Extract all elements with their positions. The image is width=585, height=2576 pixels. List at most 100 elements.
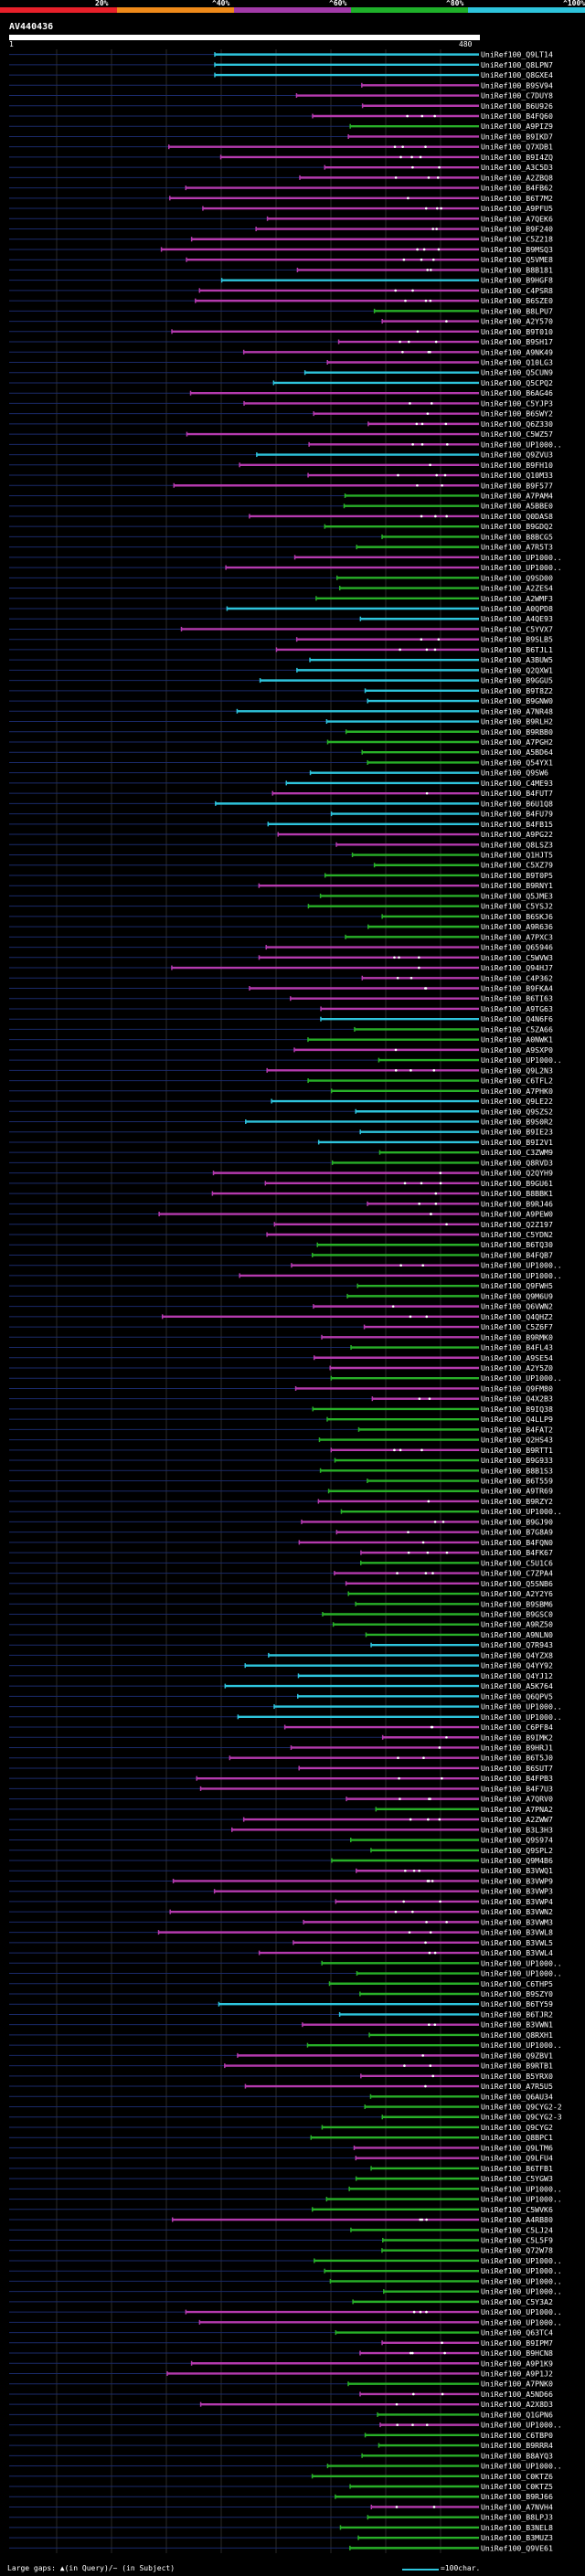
hit-row[interactable]: UniRef100_UP1000..: [9, 1055, 562, 1065]
hit-label[interactable]: UniRef100_A2Y5Z0: [481, 1363, 553, 1373]
hit-row[interactable]: UniRef100_UP1000..: [9, 1373, 562, 1383]
hit-row[interactable]: UniRef100_A2Y5Z0: [9, 1363, 553, 1373]
hit-label[interactable]: UniRef100_Q7XDB1: [481, 143, 553, 152]
hit-row[interactable]: UniRef100_Q2QXW1: [9, 665, 553, 674]
hit-label[interactable]: UniRef100_B6SKJ6: [481, 912, 553, 921]
hit-label[interactable]: UniRef100_Q10M33: [481, 471, 553, 480]
hit-row[interactable]: UniRef100_B6SKJ6: [9, 912, 553, 921]
hit-row[interactable]: UniRef100_Q9CYG2: [9, 2123, 553, 2132]
hit-row[interactable]: UniRef100_C5YGW3: [9, 2174, 553, 2183]
hit-label[interactable]: UniRef100_B5YRX0: [481, 2072, 553, 2081]
hit-label[interactable]: UniRef100_Q4N6F6: [481, 1014, 553, 1023]
hit-label[interactable]: UniRef100_B6T559: [481, 1477, 553, 1486]
hit-row[interactable]: UniRef100_Q7R943: [9, 1640, 553, 1649]
hit-label[interactable]: UniRef100_C5ZA66: [481, 1024, 553, 1034]
hit-label[interactable]: UniRef100_Q9M4B6: [481, 1856, 553, 1865]
hit-label[interactable]: UniRef100_Q8RXH1: [481, 2030, 553, 2040]
hit-label[interactable]: UniRef100_Q4YJ12: [481, 1671, 553, 1680]
hit-label[interactable]: UniRef100_C5WVK6: [481, 2205, 553, 2214]
hit-row[interactable]: UniRef100_B3VWL4: [9, 1948, 553, 1957]
hit-row[interactable]: UniRef100_Q8RXH1: [9, 2030, 553, 2040]
hit-label[interactable]: UniRef100_C5YJP3: [481, 398, 553, 408]
hit-label[interactable]: UniRef100_B6TJR2: [481, 2009, 553, 2019]
hit-label[interactable]: UniRef100_Q5SNB6: [481, 1579, 553, 1588]
hit-row[interactable]: UniRef100_B9GGU5: [9, 676, 553, 685]
hit-label[interactable]: UniRef100_B3VWN1: [481, 2020, 553, 2030]
hit-row[interactable]: UniRef100_B9SBM6: [9, 1599, 553, 1608]
hit-row[interactable]: UniRef100_Q9M4B6: [9, 1856, 553, 1865]
hit-label[interactable]: UniRef100_B9I4ZQ: [481, 153, 553, 162]
hit-label[interactable]: UniRef100_B8AYQ3: [481, 2451, 553, 2460]
hit-row[interactable]: UniRef100_Q9ZBV1: [9, 2051, 553, 2060]
hit-label[interactable]: UniRef100_B9IKD7: [481, 132, 553, 141]
hit-label[interactable]: UniRef100_C4P362: [481, 973, 553, 982]
hit-row[interactable]: UniRef100_Q63TC4: [9, 2328, 553, 2337]
hit-label[interactable]: UniRef100_C5LJ24: [481, 2225, 553, 2234]
hit-row[interactable]: UniRef100_B4FQB7: [9, 1250, 553, 1259]
hit-label[interactable]: UniRef100_A9TG63: [481, 1004, 553, 1013]
hit-label[interactable]: UniRef100_Q4YZX8: [481, 1650, 553, 1659]
hit-row[interactable]: UniRef100_A7NVH4: [9, 2502, 553, 2511]
hit-row[interactable]: UniRef100_Q9FWH5: [9, 1281, 553, 1290]
hit-row[interactable]: UniRef100_A9PG22: [9, 830, 553, 839]
hit-label[interactable]: UniRef100_Q63TC4: [481, 2328, 553, 2337]
hit-label[interactable]: UniRef100_A3BUW5: [481, 655, 553, 664]
hit-label[interactable]: UniRef100_A0NWK1: [481, 1035, 553, 1044]
hit-row[interactable]: UniRef100_Q9S974: [9, 1836, 553, 1845]
hit-label[interactable]: UniRef100_C6PF84: [481, 1723, 553, 1732]
hit-row[interactable]: UniRef100_UP1000..: [9, 1507, 562, 1516]
hit-row[interactable]: UniRef100_A5ND66: [9, 2390, 553, 2399]
hit-label[interactable]: UniRef100_C5YVX7: [481, 624, 553, 633]
hit-row[interactable]: UniRef100_A3BUW5: [9, 655, 553, 664]
hit-row[interactable]: UniRef100_A4RB80: [9, 2215, 553, 2224]
hit-label[interactable]: UniRef100_C5XZ79: [481, 861, 553, 870]
hit-label[interactable]: UniRef100_C5WVW3: [481, 953, 553, 962]
hit-row[interactable]: UniRef100_C5Z218: [9, 235, 553, 244]
hit-row[interactable]: UniRef100_Q72W78: [9, 2246, 553, 2255]
hit-label[interactable]: UniRef100_A4QE93: [481, 614, 553, 623]
hit-row[interactable]: UniRef100_A7PHK0: [9, 1087, 553, 1096]
hit-row[interactable]: UniRef100_B4F7U3: [9, 1784, 553, 1793]
hit-label[interactable]: UniRef100_Q9CYG2: [481, 2123, 553, 2132]
hit-label[interactable]: UniRef100_Q4X2B3: [481, 1394, 553, 1404]
hit-label[interactable]: UniRef100_Q8LPN7: [481, 60, 553, 69]
hit-row[interactable]: UniRef100_B4FU79: [9, 810, 553, 819]
hit-label[interactable]: UniRef100_B4F7U3: [481, 1784, 553, 1793]
hit-row[interactable]: UniRef100_Q10LG3: [9, 358, 553, 367]
hit-row[interactable]: UniRef100_Q4YJ12: [9, 1671, 553, 1680]
hit-row[interactable]: UniRef100_B3NEL8: [9, 2523, 553, 2532]
hit-row[interactable]: UniRef100_C6THP5: [9, 1979, 553, 1988]
hit-row[interactable]: UniRef100_B9I4ZQ: [9, 153, 553, 162]
hit-label[interactable]: UniRef100_UP1000..: [481, 1507, 562, 1516]
hit-row[interactable]: UniRef100_B6TY59: [9, 1999, 553, 2009]
hit-label[interactable]: UniRef100_UP1000..: [481, 553, 562, 562]
hit-label[interactable]: UniRef100_C5YSJ2: [481, 902, 553, 911]
hit-label[interactable]: UniRef100_A7PXC3: [481, 932, 553, 941]
hit-label[interactable]: UniRef100_B4FQ60: [481, 111, 553, 121]
hit-row[interactable]: UniRef100_B9HRJ1: [9, 1743, 553, 1752]
hit-row[interactable]: UniRef100_UP1000..: [9, 2256, 562, 2265]
hit-row[interactable]: UniRef100_UP1000..: [9, 2195, 562, 2204]
hit-row[interactable]: UniRef100_B9SV94: [9, 80, 553, 90]
hit-label[interactable]: UniRef100_B8B1S3: [481, 1466, 553, 1475]
hit-row[interactable]: UniRef100_A9RZ50: [9, 1620, 553, 1629]
hit-label[interactable]: UniRef100_Q65946: [481, 943, 553, 952]
hit-label[interactable]: UniRef100_A5BD64: [481, 747, 553, 757]
hit-row[interactable]: UniRef100_B4FQN0: [9, 1538, 553, 1547]
hit-row[interactable]: UniRef100_B8LPJ3: [9, 2513, 553, 2522]
hit-row[interactable]: UniRef100_A4QE93: [9, 614, 553, 623]
hit-label[interactable]: UniRef100_A7NR48: [481, 706, 553, 716]
hit-label[interactable]: UniRef100_B9HGF8: [481, 276, 553, 285]
hit-label[interactable]: UniRef100_A7R5U5: [481, 2082, 553, 2091]
hit-label[interactable]: UniRef100_A4RB80: [481, 2215, 553, 2224]
hit-label[interactable]: UniRef100_B3VWL4: [481, 1948, 553, 1957]
hit-row[interactable]: UniRef100_UP1000..: [9, 2276, 562, 2285]
hit-label[interactable]: UniRef100_B3VWQ1: [481, 1866, 553, 1875]
hit-label[interactable]: UniRef100_Q8GXE4: [481, 70, 553, 80]
hit-row[interactable]: UniRef100_B6U926: [9, 101, 553, 111]
hit-label[interactable]: UniRef100_UP1000..: [481, 2041, 562, 2050]
hit-row[interactable]: UniRef100_UP1000..: [9, 2307, 562, 2316]
hit-row[interactable]: UniRef100_Q2HS43: [9, 1436, 553, 1445]
hit-row[interactable]: UniRef100_C5YDN2: [9, 1230, 553, 1239]
hit-row[interactable]: UniRef100_Q6AU34: [9, 2092, 553, 2101]
